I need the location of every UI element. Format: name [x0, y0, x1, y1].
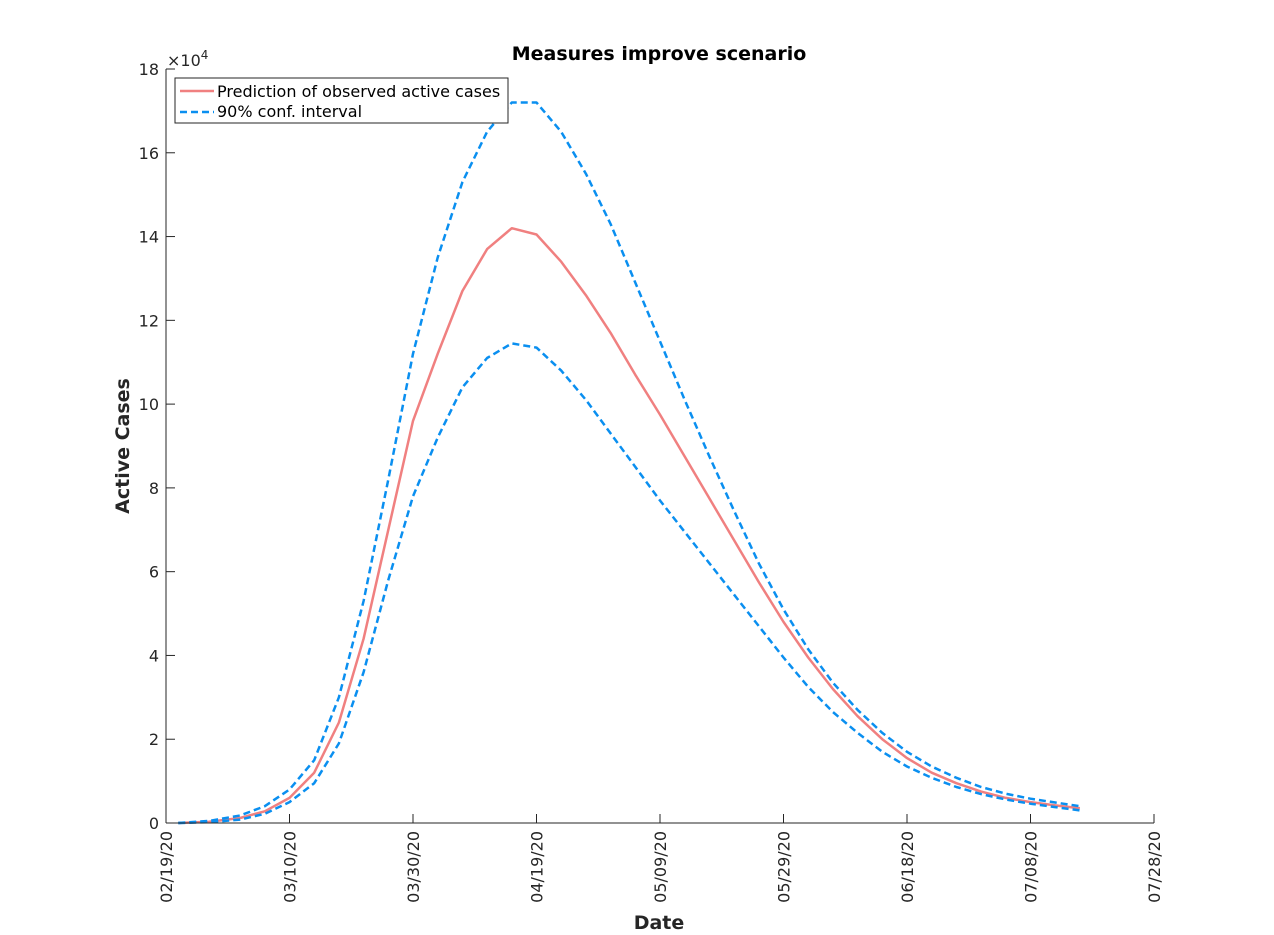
x-tick-label: 03/30/20 — [404, 831, 423, 903]
y-exponent-label: ×104 — [167, 48, 208, 70]
legend-label-prediction: Prediction of observed active cases — [217, 82, 500, 101]
series-line-lower-bound — [178, 342, 1081, 825]
y-tick-label: 2 — [149, 730, 159, 749]
x-tick-label: 07/08/20 — [1022, 831, 1041, 903]
y-tick-label: 12 — [139, 311, 159, 330]
x-axis-title: Date — [634, 912, 685, 934]
y-tick-label: 0 — [149, 814, 159, 833]
chart-title: Measures improve scenario — [512, 43, 807, 65]
y-tick-label: 6 — [149, 563, 159, 582]
series-line-prediction — [178, 226, 1081, 825]
x-tick-label: 04/19/20 — [528, 831, 547, 903]
y-tick-label: 8 — [149, 479, 159, 498]
x-ticks: 02/19/20 03/10/20 03/30/20 04/19/20 05/09/20… — [157, 814, 1164, 903]
x-tick-label: 07/28/20 — [1145, 831, 1164, 903]
legend-box — [174, 77, 509, 124]
y-tick-label: 4 — [149, 646, 159, 665]
y-tick-label: 16 — [139, 144, 159, 163]
y-tick-label: 14 — [139, 228, 159, 247]
series-line-upper-bound — [178, 101, 1081, 825]
y-tick-label: 10 — [139, 395, 159, 414]
y-ticks: 0 2 4 6 8 10 12 14 16 18 — [139, 60, 175, 833]
series-layer — [178, 101, 1081, 825]
x-tick-label: 06/18/20 — [898, 831, 917, 903]
y-axis-title: Active Cases — [112, 378, 134, 514]
x-tick-label: 05/09/20 — [651, 831, 670, 903]
legend-label-conf-interval: 90% conf. interval — [217, 102, 362, 121]
y-tick-label: 18 — [139, 60, 159, 79]
x-tick-label: 03/10/20 — [281, 831, 300, 903]
x-tick-label: 02/19/20 — [157, 831, 176, 903]
legend: Prediction of observed active cases 90% … — [174, 77, 509, 124]
x-tick-label: 05/29/20 — [775, 831, 794, 903]
